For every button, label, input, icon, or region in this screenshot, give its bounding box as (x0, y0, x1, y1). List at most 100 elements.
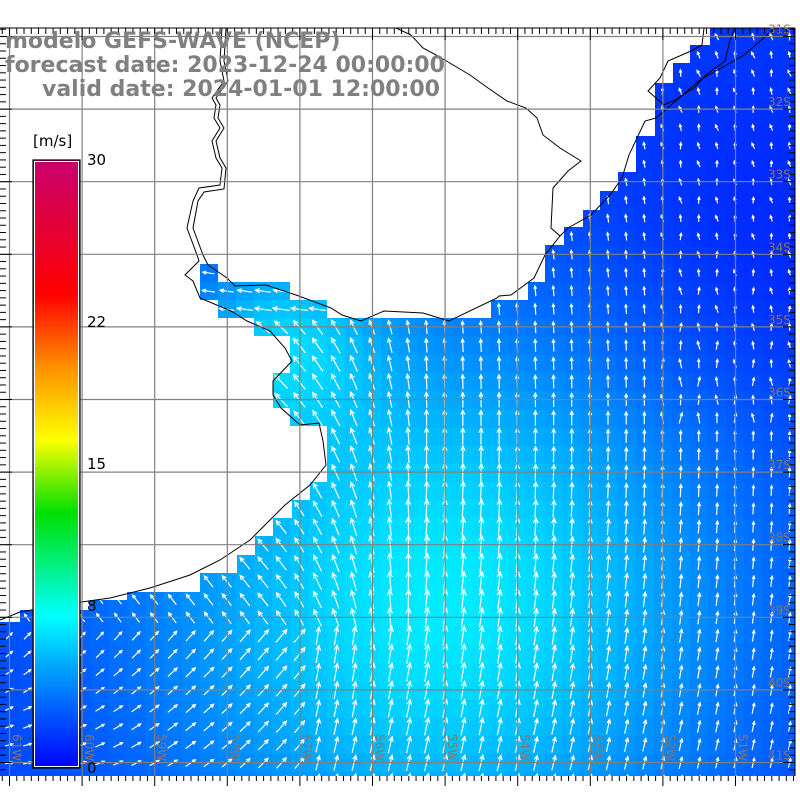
wind-arrow (185, 611, 196, 624)
wind-arrow (238, 411, 252, 425)
wind-speed-cell (90, 209, 110, 229)
wind-arrow (423, 570, 431, 592)
wind-arrow (167, 722, 179, 731)
wind-speed-cell (381, 118, 400, 138)
wind-arrow (532, 552, 539, 573)
wind-speed-cell (326, 772, 346, 776)
wind-arrow (605, 572, 612, 590)
wind-arrow (751, 159, 755, 168)
wind-arrow (40, 125, 50, 130)
wind-speed-cell (544, 772, 564, 776)
wind-arrow (167, 648, 178, 660)
wind-arrow (678, 375, 683, 387)
wind-speed-cell (108, 264, 128, 283)
wind-arrow (424, 266, 429, 279)
wind-arrow (751, 647, 756, 660)
wind-arrow (424, 716, 431, 736)
wind-arrow (351, 735, 358, 753)
wind-speed-cell (90, 354, 110, 374)
wind-arrow (478, 516, 485, 537)
wind-arrow (405, 570, 412, 592)
wind-speed-cell (236, 336, 255, 356)
wind-arrow (497, 122, 501, 132)
wind-arrow (405, 408, 411, 427)
wind-arrow (678, 429, 683, 443)
wind-speed-cell (780, 717, 795, 737)
wind-speed-cell (326, 264, 346, 283)
wind-arrow (23, 558, 31, 568)
wind-speed-cell (163, 118, 182, 138)
wind-arrow (94, 234, 104, 239)
wind-arrow (551, 50, 556, 59)
lagoon-barrier (655, 27, 776, 119)
wind-speed-cell (344, 173, 364, 192)
colorbar: [m/s] 30 22 15 8 0 (32, 132, 106, 777)
wind-speed-cell (108, 136, 128, 156)
wind-arrow (351, 772, 358, 776)
wind-arrow (642, 357, 647, 369)
wind-arrow (751, 502, 756, 515)
wind-arrow (569, 699, 576, 717)
wind-arrow (239, 162, 250, 166)
wind-arrow (460, 588, 467, 610)
wind-arrow (274, 216, 287, 221)
wind-speed-cell (127, 264, 146, 283)
wind-speed-cell (236, 409, 255, 428)
wind-arrow (696, 501, 702, 516)
wind-arrow (715, 519, 720, 534)
wind-arrow (569, 409, 575, 426)
longitude-label: 54W (518, 734, 532, 761)
wind-arrow (131, 125, 140, 130)
wind-arrow (715, 268, 719, 277)
valid-date: valid date: 2024-01-01 12:00:00 (42, 77, 440, 102)
wind-arrow (623, 572, 630, 590)
wind-arrow (569, 356, 574, 370)
wind-speed-cell (326, 118, 346, 138)
wind-arrow (751, 520, 756, 533)
wind-speed-cell (199, 391, 219, 410)
wind-speed-cell (598, 155, 618, 174)
wind-arrow (533, 772, 539, 776)
wind-arrow (185, 539, 196, 551)
wind-arrow (405, 426, 411, 445)
wind-arrow (349, 426, 358, 445)
wind-arrow (166, 340, 178, 351)
wind-arrow (312, 518, 323, 536)
wind-arrow (423, 408, 430, 427)
wind-arrow (714, 196, 719, 204)
wind-arrow (255, 338, 271, 353)
wind-speed-cell (236, 264, 255, 283)
wind-speed-cell (163, 155, 182, 174)
wind-arrow (257, 574, 269, 589)
wind-speed-cell (254, 481, 273, 501)
wind-arrow (331, 589, 340, 609)
wind-speed-cell (326, 173, 346, 192)
wind-speed-cell (598, 82, 618, 101)
wind-arrow (769, 286, 774, 295)
wind-speed-cell (544, 155, 564, 174)
wind-arrow (131, 377, 141, 386)
wind-arrow (23, 668, 32, 676)
wind-arrow (167, 449, 178, 460)
colorbar-tick-label: 15 (87, 455, 106, 473)
wind-arrow (605, 428, 611, 444)
wind-speed-cell (236, 209, 255, 229)
wind-arrow (131, 359, 141, 368)
wind-arrow (333, 662, 340, 682)
latitude-label: 41S (768, 749, 791, 763)
wind-arrow (769, 376, 774, 386)
wind-speed-cell (417, 173, 436, 192)
wind-arrow (202, 412, 215, 424)
latitude-label: 39S (768, 603, 791, 617)
wind-arrow (388, 194, 392, 205)
wind-arrow (751, 574, 756, 588)
wind-arrow (714, 232, 719, 241)
wind-speed-cell (127, 463, 146, 483)
wind-arrow (551, 717, 557, 735)
wind-arrow (551, 409, 556, 426)
wind-arrow (551, 445, 557, 463)
wind-arrow (533, 140, 537, 150)
wind-arrow (351, 140, 356, 151)
wind-speed-cell (417, 136, 436, 156)
wind-arrow (769, 358, 774, 368)
